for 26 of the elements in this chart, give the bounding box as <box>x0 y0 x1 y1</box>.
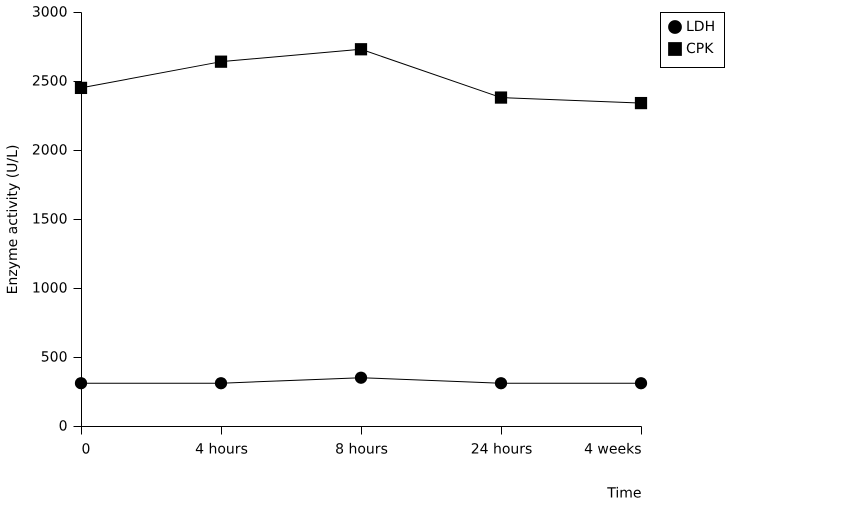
y-tick-label: 3000 <box>32 4 68 20</box>
point <box>354 372 368 384</box>
point <box>634 377 648 390</box>
y-tick-label: 500 <box>40 350 68 366</box>
point <box>74 82 88 94</box>
point <box>634 96 648 110</box>
legend-label: LDH <box>686 19 716 35</box>
x-tick-label: 4 hours <box>195 442 248 458</box>
legend-label: CPK <box>686 41 714 57</box>
point <box>494 91 508 104</box>
point <box>354 43 368 56</box>
x-tick-label: 0 <box>82 442 90 458</box>
x-tick-label: 24 hours <box>470 442 532 458</box>
x-axis-title: Time <box>606 486 642 502</box>
y-tick-label: 0 <box>58 418 68 434</box>
y-tick-label: 2000 <box>32 142 68 158</box>
point <box>214 56 228 68</box>
x-tick-label: 4 weeks <box>584 442 642 458</box>
point <box>214 377 228 390</box>
y-axis-title: Enzyme activity (U/L) <box>4 144 21 294</box>
point <box>74 377 88 390</box>
y-tick-label: 2500 <box>32 74 68 90</box>
x-tick-label: 8 hours <box>335 442 388 458</box>
y-tick-label: 1500 <box>32 212 68 228</box>
y-tick-label: 1000 <box>32 280 68 296</box>
point <box>494 377 508 390</box>
